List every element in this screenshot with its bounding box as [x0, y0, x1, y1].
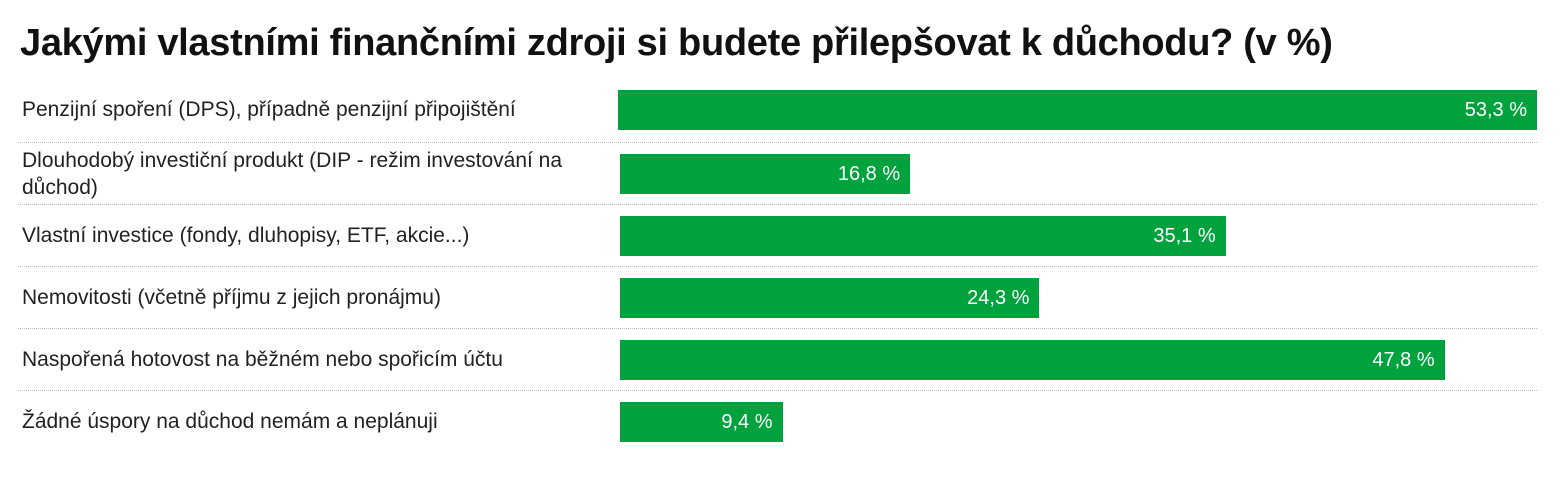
category-label: Nemovitosti (včetně příjmu z jejich pron…	[22, 286, 441, 309]
category-label: Žádné úspory na důchod nemám a neplánuji	[22, 410, 438, 433]
value-label: 24,3 %	[967, 286, 1030, 309]
row: Penzijní spoření (DPS), případně penzijn…	[18, 90, 1537, 143]
value-label: 9,4 %	[721, 410, 773, 433]
bar-track: 9,4 %	[620, 401, 1537, 442]
bar: 16,8 %	[620, 153, 911, 194]
bar-track: 53,3 %	[618, 90, 1537, 130]
bar-track: 35,1 %	[620, 215, 1537, 256]
bar-track: 24,3 %	[620, 277, 1537, 318]
category-label: Penzijní spoření (DPS), případně penzijn…	[22, 98, 516, 121]
chart-title: Jakými vlastními finančními zdroji si bu…	[20, 22, 1333, 64]
category-label: Dlouhodobý investiční produkt (DIP - rež…	[22, 148, 563, 199]
row: Nemovitosti (včetně příjmu z jejich pron…	[18, 267, 1537, 329]
row: Naspořená hotovost na běžném nebo spořic…	[18, 329, 1537, 391]
value-label: 16,8 %	[837, 162, 901, 185]
category-label: Vlastní investice (fondy, dluhopisy, ETF…	[22, 224, 470, 247]
bar-track: 47,8 %	[620, 339, 1537, 380]
bar: 47,8 %	[620, 339, 1445, 380]
bar: 24,3 %	[620, 277, 1040, 318]
value-label: 53,3 %	[1464, 99, 1527, 121]
value-label: 35,1 %	[1153, 224, 1216, 247]
rows: Penzijní spoření (DPS), případně penzijn…	[18, 90, 1537, 452]
row: Dlouhodobý investiční produkt (DIP - rež…	[18, 143, 1537, 205]
category-label: Naspořená hotovost na běžném nebo spořic…	[22, 348, 503, 371]
value-label: 47,8 %	[1372, 348, 1435, 371]
bar: 35,1 %	[620, 215, 1226, 256]
row: Žádné úspory na důchod nemám a neplánuji…	[18, 391, 1537, 452]
bar: 53,3 %	[618, 90, 1537, 130]
bar: 9,4 %	[620, 401, 783, 442]
row: Vlastní investice (fondy, dluhopisy, ETF…	[18, 205, 1537, 267]
bar-track: 16,8 %	[620, 153, 1537, 194]
